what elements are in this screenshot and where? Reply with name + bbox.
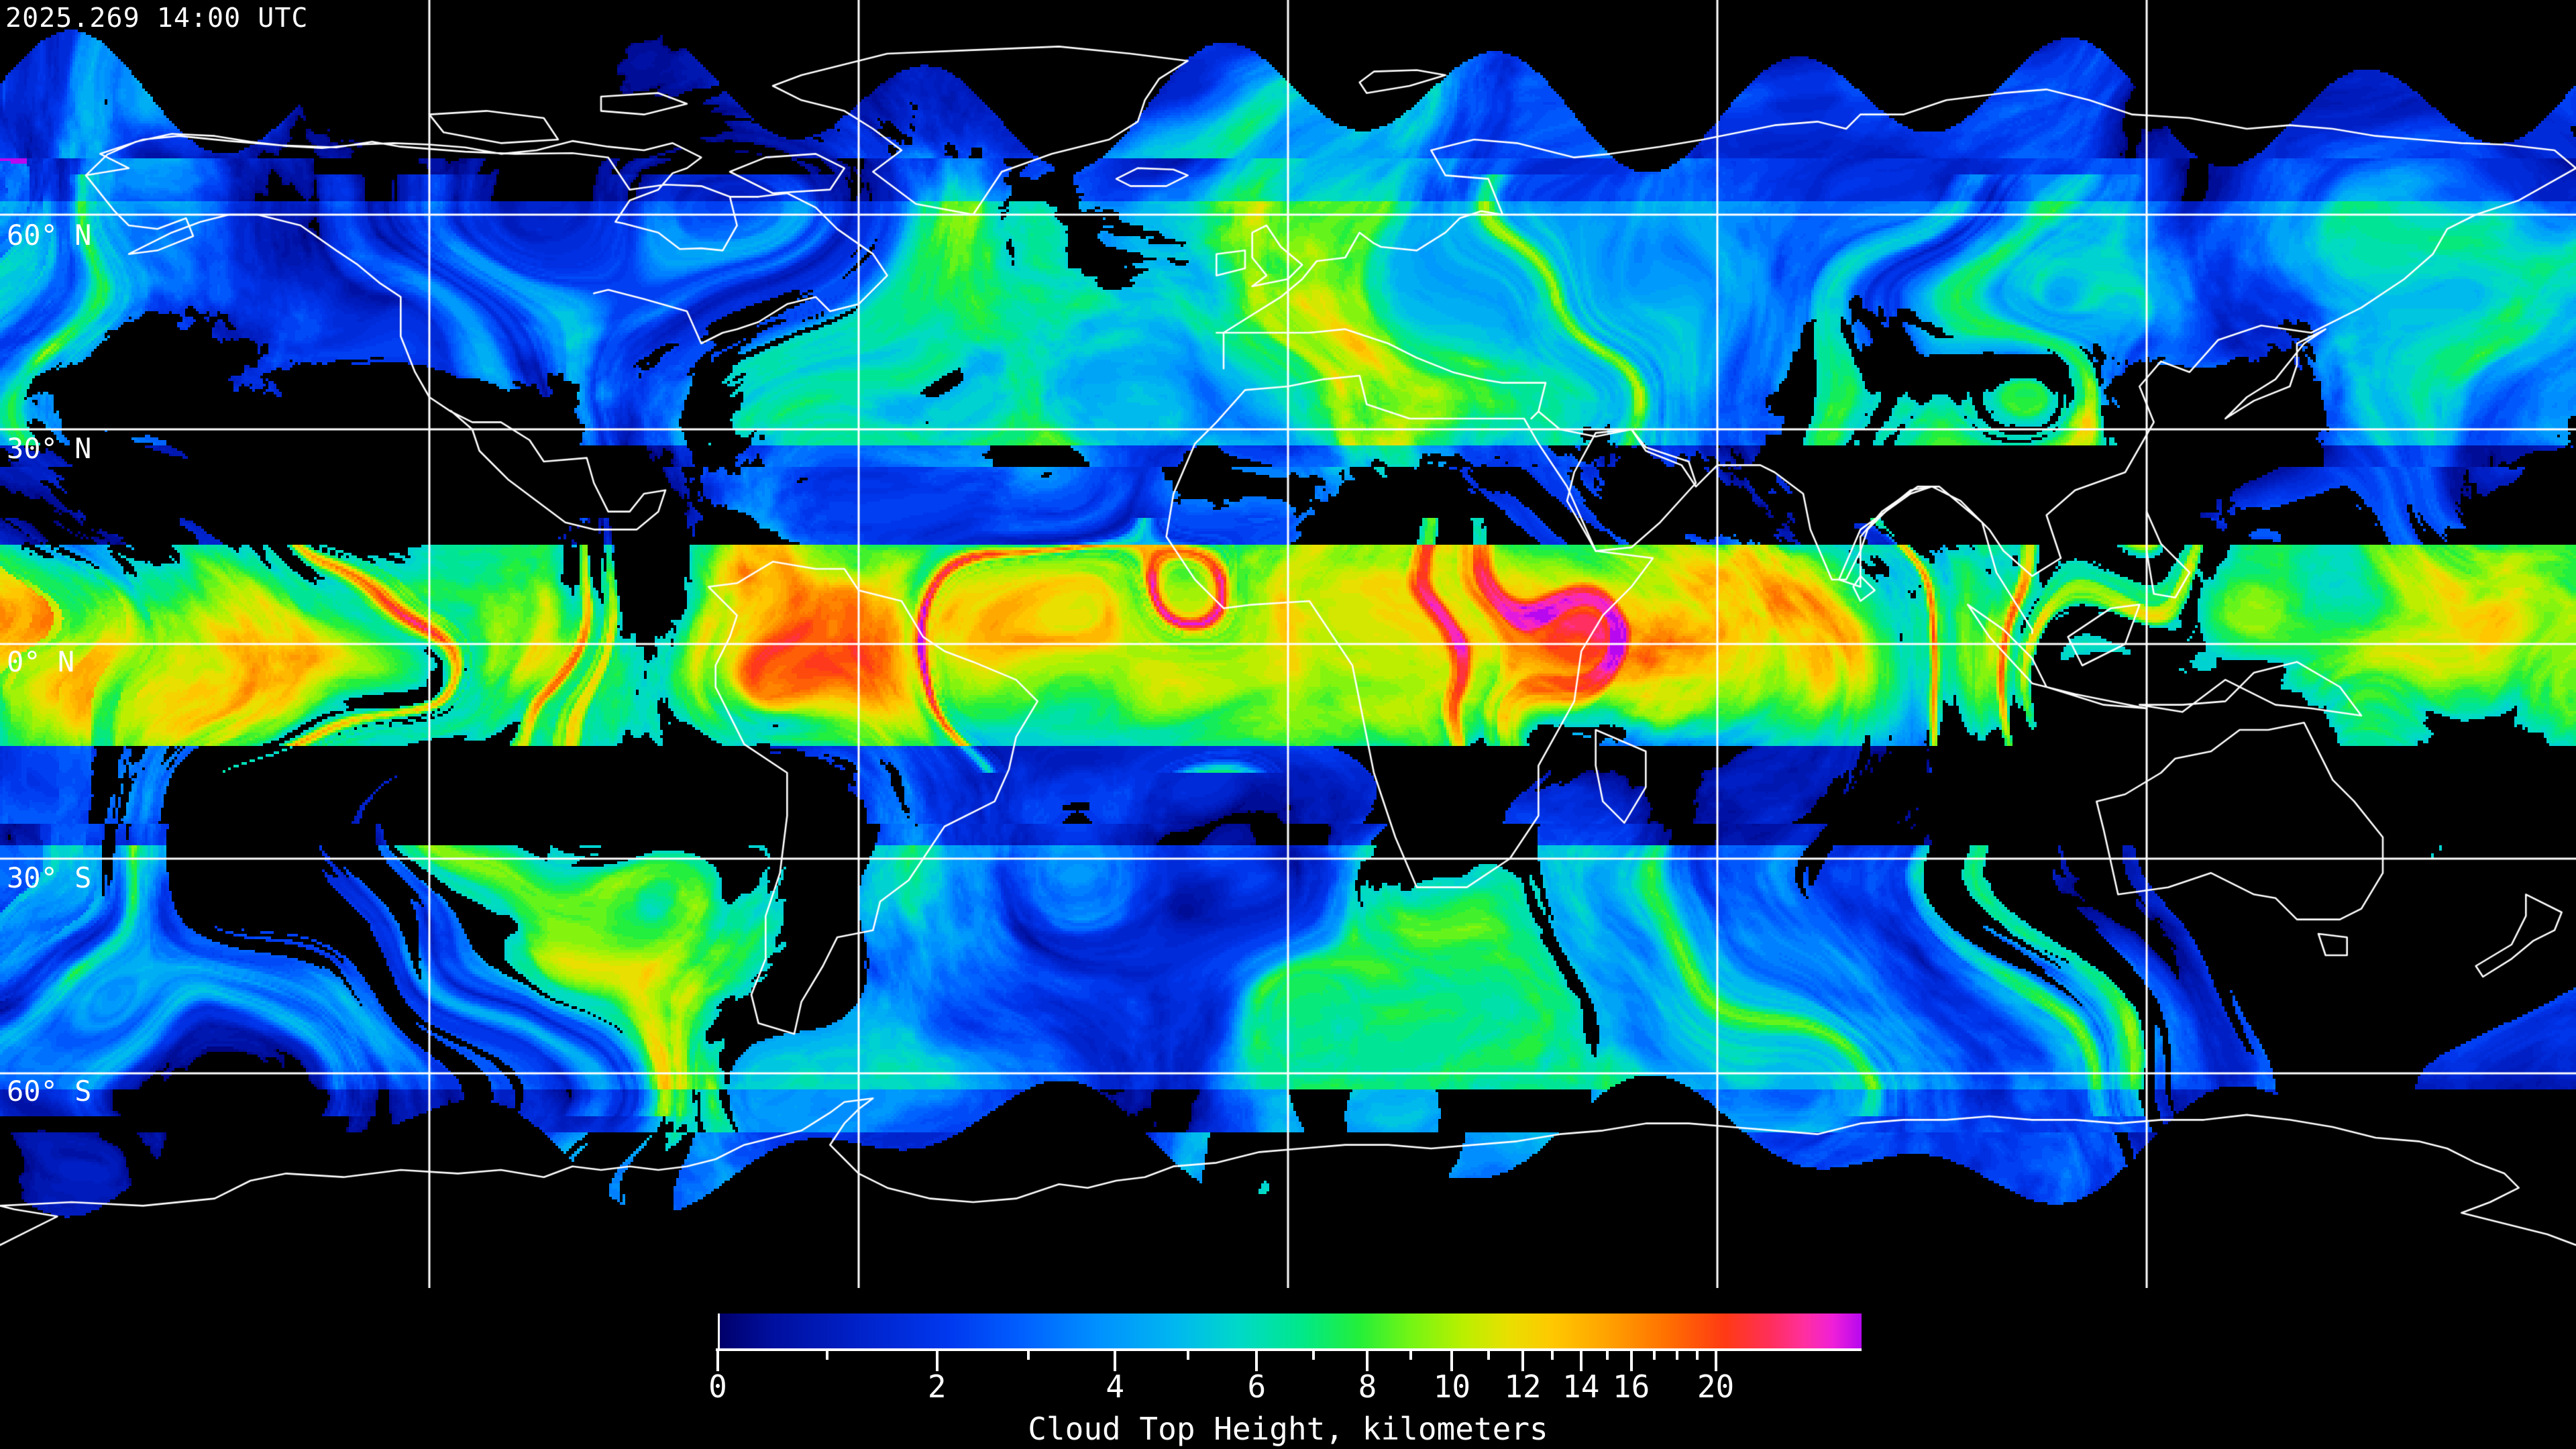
colorbar-minor-tick-7	[1605, 1348, 1609, 1360]
colorbar-ticklabel-10: 10	[1433, 1368, 1471, 1405]
colorbar-ticklabel-16: 16	[1612, 1368, 1650, 1405]
colorbar-minor-tick-6	[1551, 1348, 1554, 1360]
colorbar-minor-tick-10	[1696, 1348, 1699, 1360]
colorbar-tick-20	[1714, 1348, 1717, 1371]
colorbar-tick-14	[1579, 1348, 1582, 1371]
colorbar-ticklabel-12: 12	[1504, 1368, 1542, 1405]
colorbar-tick-0	[716, 1348, 719, 1371]
colorbar-footer: 0 2 4 6 8 10 12 14 16 20 Cloud Top Height, kilome…	[0, 1288, 2576, 1449]
colorbar-tick-2	[935, 1348, 938, 1371]
colorbar-minor-tick-1	[1026, 1348, 1030, 1360]
colorbar-minor-tick-9	[1675, 1348, 1678, 1360]
colorbar-ticklabel-20: 20	[1697, 1368, 1735, 1405]
colorbar-ticklabel-2: 2	[927, 1368, 947, 1405]
colorbar-minor-tick-0	[826, 1348, 829, 1360]
colorbar-minor-tick-3	[1312, 1348, 1316, 1360]
colorbar-ticklabel-6: 6	[1247, 1368, 1267, 1405]
colorbar-tick-6	[1255, 1348, 1258, 1371]
colorbar-minor-tick-4	[1409, 1348, 1413, 1360]
colorbar-tick-16	[1629, 1348, 1633, 1371]
colorbar-gradient	[720, 1313, 1862, 1348]
cloud-top-height-raster[interactable]	[0, 0, 2576, 1288]
colorbar[interactable]: 0 2 4 6 8 10 12 14 16 20	[708, 1313, 1862, 1414]
timestamp-label: 2025.269 14:00 UTC	[5, 3, 309, 34]
colorbar-tick-8	[1366, 1348, 1369, 1371]
colorbar-ticklabel-14: 14	[1562, 1368, 1600, 1405]
colorbar-ticklabel-4: 4	[1106, 1368, 1125, 1405]
lat-label-60n: 60° N	[7, 219, 92, 252]
footer-divider	[0, 1288, 2576, 1290]
colorbar-tick-10	[1450, 1348, 1454, 1371]
colorbar-minor-tick-8	[1652, 1348, 1656, 1360]
colorbar-axis-line	[716, 1348, 1862, 1351]
colorbar-title: Cloud Top Height, kilometers	[1028, 1411, 1548, 1447]
colorbar-minor-tick-2	[1187, 1348, 1190, 1360]
colorbar-minor-tick-5	[1487, 1348, 1490, 1360]
lat-label-30s: 30° S	[7, 861, 92, 894]
lat-label-0n: 0° N	[7, 645, 75, 678]
colorbar-ticklabel-0: 0	[708, 1368, 727, 1405]
lat-label-60s: 60° S	[7, 1075, 92, 1108]
colorbar-ticklabel-8: 8	[1358, 1368, 1377, 1405]
colorbar-tick-4	[1114, 1348, 1117, 1371]
lat-label-30n: 30° N	[7, 432, 92, 465]
map-panel[interactable]: 2025.269 14:00 UTC 60° N 30° N 0° N 30° …	[0, 0, 2576, 1288]
colorbar-tick-12	[1521, 1348, 1524, 1371]
colorbar-swatch[interactable]	[718, 1313, 1862, 1348]
